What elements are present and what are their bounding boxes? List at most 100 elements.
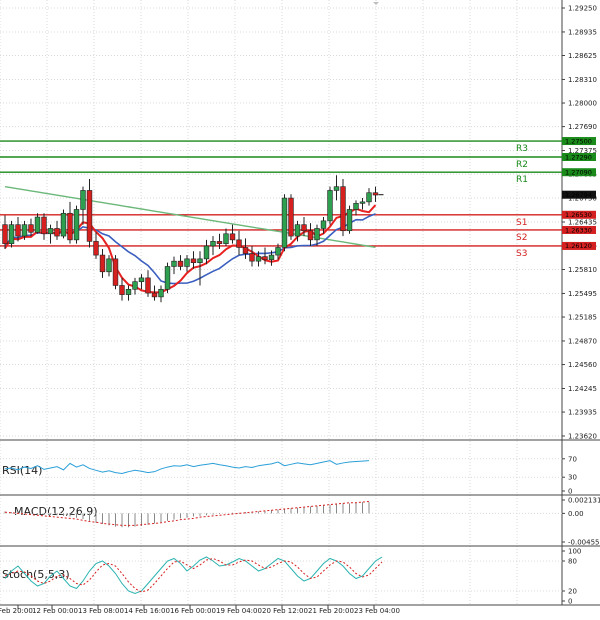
ma-long-line xyxy=(4,185,376,249)
candle-body xyxy=(288,197,294,237)
level-labels: 1.27500 R3 1.27290 R2 1.27090 R1 1.26530 S1 1.26… xyxy=(516,137,596,259)
level-value-box xyxy=(562,241,596,250)
candle-body xyxy=(314,228,320,241)
candle-body xyxy=(54,228,60,237)
ind-tick-label: 0.00 xyxy=(568,510,584,518)
candle-body xyxy=(119,285,125,295)
candle-body xyxy=(346,209,353,232)
price-tick-label: 1.25810 xyxy=(568,266,597,274)
candle-body xyxy=(47,228,54,235)
ind-tick-label: 0.002131 xyxy=(568,497,600,505)
rsi-label: RSI(14) xyxy=(2,464,42,477)
time-tick-label: 13 Feb 08:00 xyxy=(78,607,124,615)
candle-body xyxy=(177,260,184,267)
candle-body xyxy=(28,224,34,233)
candle-body xyxy=(73,209,80,241)
ind-tick-label: -0.004556 xyxy=(568,539,600,547)
stoch-d-line xyxy=(4,557,383,593)
level-value-label: 1.27290 xyxy=(565,153,592,161)
level-value-box xyxy=(562,225,596,234)
ind-tick-label: 0 xyxy=(568,488,572,496)
rsi-line xyxy=(4,460,370,475)
candle-body xyxy=(86,190,93,242)
candle-body xyxy=(359,201,366,204)
candle-body xyxy=(158,288,164,298)
candle-body xyxy=(15,224,21,237)
current-price-label: 1.26794 xyxy=(565,191,592,199)
candle-body xyxy=(236,239,242,248)
level-value-box xyxy=(562,153,596,162)
macd-label: MACD(12,26,9) xyxy=(14,505,98,518)
candle-body xyxy=(99,254,106,273)
level-name-r2: R2 xyxy=(516,160,528,170)
ind-tick-label: 100 xyxy=(568,548,581,556)
time-tick-label: 16 Feb 00:00 xyxy=(170,607,216,615)
price-tick-label: 1.27375 xyxy=(568,147,597,155)
candle-body xyxy=(340,186,346,232)
stochastic-panel: Stoch(5,5,3) 100 80 20 0 xyxy=(0,548,581,606)
candle-body xyxy=(197,258,203,263)
candle-body xyxy=(301,224,307,232)
grid xyxy=(0,0,562,605)
ind-tick-label: 0 xyxy=(568,598,572,606)
candle-body xyxy=(268,254,275,260)
candle-body xyxy=(145,277,151,294)
candle-body xyxy=(333,186,340,191)
price-tick-label: 1.24870 xyxy=(568,337,597,345)
ind-tick-label: 70 xyxy=(568,455,577,463)
level-name-s2: S2 xyxy=(516,233,527,243)
price-axis: 1.29250 1.28935 1.28625 1.28310 1.28000 1.276… xyxy=(562,5,597,441)
candle-body xyxy=(216,241,223,244)
candle-body xyxy=(307,230,314,241)
candle-body xyxy=(41,216,47,235)
candle-body xyxy=(138,277,145,282)
candle-body xyxy=(21,224,28,237)
candle-body xyxy=(327,190,333,222)
price-tick-label: 1.28625 xyxy=(568,52,597,60)
rsi-panel: RSI(14) 70 30 0 xyxy=(0,455,577,496)
candle-body xyxy=(210,241,216,247)
dropdown-arrow-icon[interactable] xyxy=(373,2,379,5)
level-value-box xyxy=(562,137,596,146)
current-price-box xyxy=(562,190,596,199)
candle-body xyxy=(8,224,15,244)
level-name-r3: R3 xyxy=(516,144,528,154)
level-value-label: 1.26330 xyxy=(565,226,592,234)
candle-body xyxy=(112,258,119,286)
time-tick-label: 14 Feb 16:00 xyxy=(124,607,170,615)
macd-panel: MACD(12,26,9) 0.002131 0.00 -0.004556 xyxy=(0,497,600,547)
candle-body xyxy=(106,258,112,273)
time-tick-label: 20 Feb 12:00 xyxy=(262,607,308,615)
time-tick-label: Feb 20:00 xyxy=(0,607,33,615)
candle-body xyxy=(2,224,8,244)
panel-frames xyxy=(0,0,600,606)
stoch-k-line xyxy=(4,556,383,595)
level-value-label: 1.26530 xyxy=(565,211,592,219)
candle-body xyxy=(320,220,327,229)
ind-tick-label: 20 xyxy=(568,588,577,596)
candle-body xyxy=(242,247,249,254)
candle-body xyxy=(34,216,41,233)
macd-signal-line xyxy=(4,500,370,526)
candle-body xyxy=(249,253,255,262)
price-tick-label: 1.25185 xyxy=(568,314,597,322)
moving-averages xyxy=(4,185,377,294)
level-name-s3: S3 xyxy=(516,249,527,259)
time-tick-label: 23 Feb 04:00 xyxy=(354,607,400,615)
level-value-box xyxy=(562,168,596,177)
level-value-label: 1.26120 xyxy=(565,242,592,250)
time-tick-label: 19 Feb 04:00 xyxy=(216,607,262,615)
level-value-label: 1.27500 xyxy=(565,137,592,145)
time-axis: Feb 20:00 12 Feb 00:00 13 Feb 08:00 14 Feb … xyxy=(0,605,400,615)
stoch-label: Stoch(5,5,3) xyxy=(2,568,70,581)
price-tick-label: 1.28000 xyxy=(568,100,597,108)
ma-fast-line xyxy=(4,204,377,294)
price-tick-label: 1.26435 xyxy=(568,219,597,227)
ind-tick-label: 30 xyxy=(568,474,577,482)
candle-body xyxy=(164,266,171,290)
candle-body xyxy=(151,292,158,298)
ma-slow-line xyxy=(4,213,376,285)
price-tick-label: 1.23935 xyxy=(568,409,597,417)
candle-body xyxy=(255,256,262,262)
